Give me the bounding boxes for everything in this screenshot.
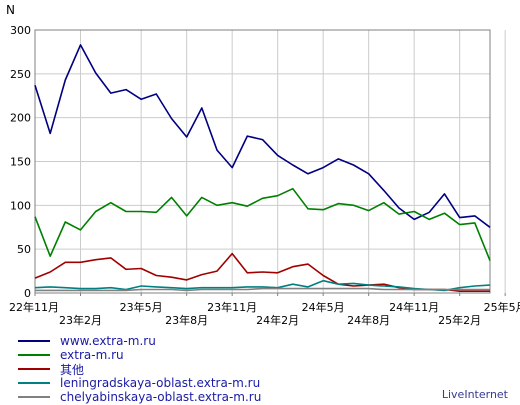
series-line-0 <box>34 44 491 228</box>
legend-swatch <box>18 396 50 398</box>
legend-swatch <box>18 354 50 356</box>
legend-item-other: 其他 <box>18 362 261 377</box>
series-line-2 <box>34 252 490 293</box>
y-tick-label: 100 <box>10 199 31 212</box>
y-axis-ticks: 0 50 100 150 200 250 300 <box>10 24 31 300</box>
gridlines <box>35 30 506 293</box>
x-tick-label: 23年11月 <box>207 300 257 314</box>
legend-swatch <box>18 340 50 342</box>
brand-label: LiveInternet <box>441 388 508 401</box>
y-axis-label: N <box>6 3 15 17</box>
y-tick-label: 200 <box>10 112 31 125</box>
series-lines <box>34 44 491 293</box>
legend-label: extra-m.ru <box>60 348 124 362</box>
legend-swatch <box>18 368 50 370</box>
plot-frame <box>34 29 491 294</box>
legend-item-leningradskaya: leningradskaya-oblast.extra-m.ru <box>18 376 261 390</box>
x-tick-label: 23年8月 <box>165 313 208 327</box>
legend-swatch <box>18 382 50 384</box>
legend-item-www-extra-m-ru: www.extra-m.ru <box>18 334 261 348</box>
legend-item-chelyabinskaya: chelyabinskaya-oblast.extra-m.ru <box>18 390 261 404</box>
x-tick-label: 24年2月 <box>256 313 299 327</box>
x-tick-label: 23年2月 <box>59 313 102 327</box>
x-tick-label: 23年5月 <box>120 300 163 314</box>
legend-label: chelyabinskaya-oblast.extra-m.ru <box>60 390 262 404</box>
x-tick-label: 24年11月 <box>389 300 439 314</box>
x-tick-label: 24年8月 <box>347 313 390 327</box>
x-tick-label: 25年2月 <box>438 313 481 327</box>
y-tick-label: 300 <box>10 24 31 37</box>
legend-item-extra-m-ru: extra-m.ru <box>18 348 261 362</box>
y-tick-label: 0 <box>24 287 31 300</box>
y-tick-label: 150 <box>10 156 31 169</box>
y-tick-label: 50 <box>17 243 31 256</box>
x-tick-label: 25年5月 <box>484 300 520 314</box>
series-line-1 <box>34 187 491 261</box>
series-line-4 <box>35 287 490 292</box>
x-tick-label: 22年11月 <box>9 300 59 314</box>
legend-label: www.extra-m.ru <box>60 334 156 348</box>
legend: www.extra-m.ru extra-m.ru 其他 leningradsk… <box>18 334 261 404</box>
y-tick-label: 250 <box>10 68 31 81</box>
x-axis-ticks: 22年11月 23年5月 23年11月 24年5月 24年11月 25年5月 23年2月 23… <box>9 293 520 327</box>
series-line-3 <box>34 279 491 292</box>
legend-label: leningradskaya-oblast.extra-m.ru <box>60 376 261 390</box>
x-tick-label: 24年5月 <box>302 300 345 314</box>
legend-label: 其他 <box>60 362 85 377</box>
